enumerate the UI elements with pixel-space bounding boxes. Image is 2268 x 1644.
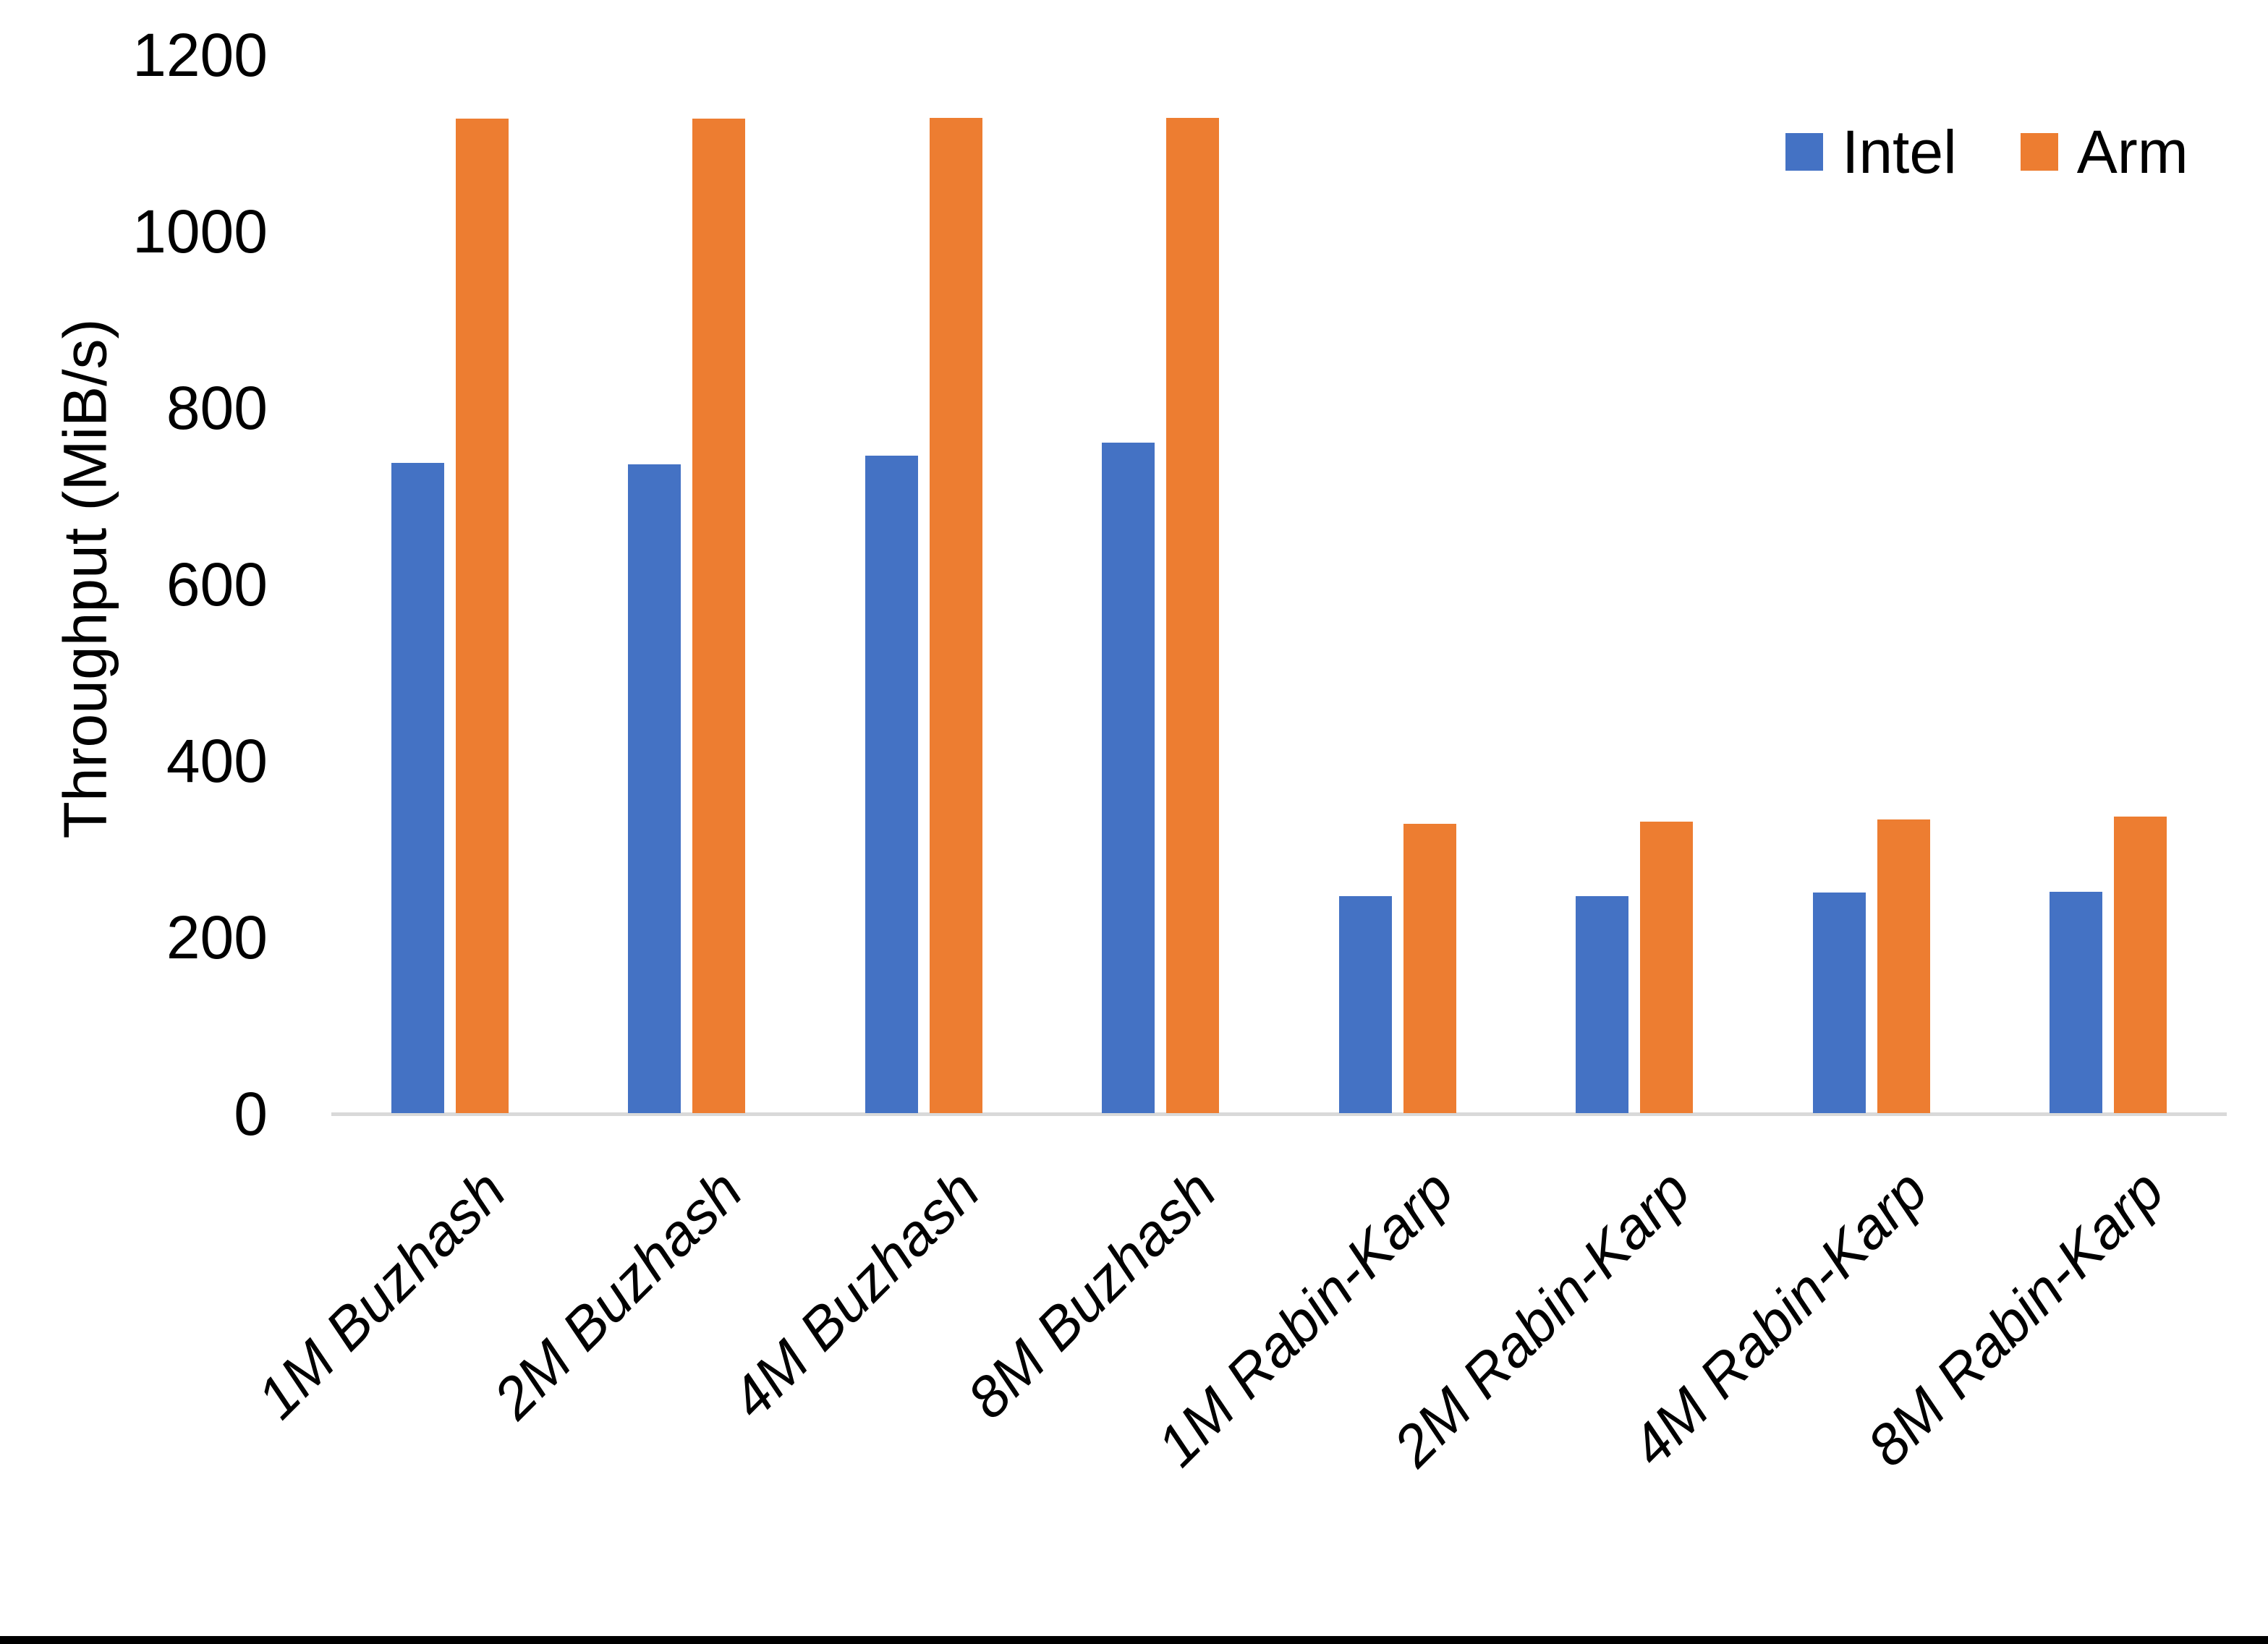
bar-arm-8m-rabin-karp (2114, 817, 2167, 1113)
bar-intel-8m-buzhash (1102, 443, 1155, 1113)
bar-intel-2m-rabin-karp (1576, 896, 1628, 1113)
arm-series-swatch (2020, 133, 2058, 171)
bar-arm-2m-rabin-karp (1640, 822, 1693, 1113)
x-axis-baseline (331, 1112, 2227, 1116)
legend-item-arm: Arm (2020, 118, 2188, 186)
bottom-border-line (0, 1636, 2268, 1644)
intel-series-swatch (1785, 133, 1823, 171)
bar-intel-4m-rabin-karp (1813, 893, 1866, 1113)
y-axis-tick-label: 200 (166, 903, 268, 971)
bar-intel-2m-buzhash (628, 464, 681, 1113)
bar-arm-4m-rabin-karp (1877, 819, 1930, 1113)
x-axis-category-label: 2M Buzhash (481, 1157, 755, 1431)
bar-intel-4m-buzhash (865, 456, 918, 1113)
legend-label-arm: Arm (2076, 118, 2188, 186)
legend-item-intel: Intel (1785, 122, 1957, 182)
x-axis-category-label: 1M Buzhash (245, 1157, 518, 1431)
y-axis-tick-label: 400 (166, 727, 268, 795)
y-axis-tick-label: 0 (234, 1080, 268, 1148)
bar-arm-4m-buzhash (930, 118, 982, 1113)
bar-arm-8m-buzhash (1166, 118, 1219, 1113)
y-axis-tick-label: 800 (166, 374, 268, 442)
bar-arm-1m-rabin-karp (1403, 824, 1456, 1113)
x-axis-category-label: 4M Buzhash (718, 1157, 992, 1431)
bar-intel-8m-rabin-karp (2050, 892, 2102, 1113)
bar-intel-1m-rabin-karp (1339, 896, 1392, 1113)
bar-intel-1m-buzhash (391, 463, 444, 1113)
bar-arm-1m-buzhash (456, 119, 509, 1113)
y-axis-tick-label: 1000 (132, 197, 268, 265)
legend-label-intel: Intel (1842, 118, 1957, 186)
y-axis-tick-label: 1200 (132, 21, 268, 89)
y-axis-tick-label: 600 (166, 550, 268, 618)
legend: Intel Arm (1785, 122, 2188, 182)
bar-arm-2m-buzhash (692, 119, 745, 1113)
